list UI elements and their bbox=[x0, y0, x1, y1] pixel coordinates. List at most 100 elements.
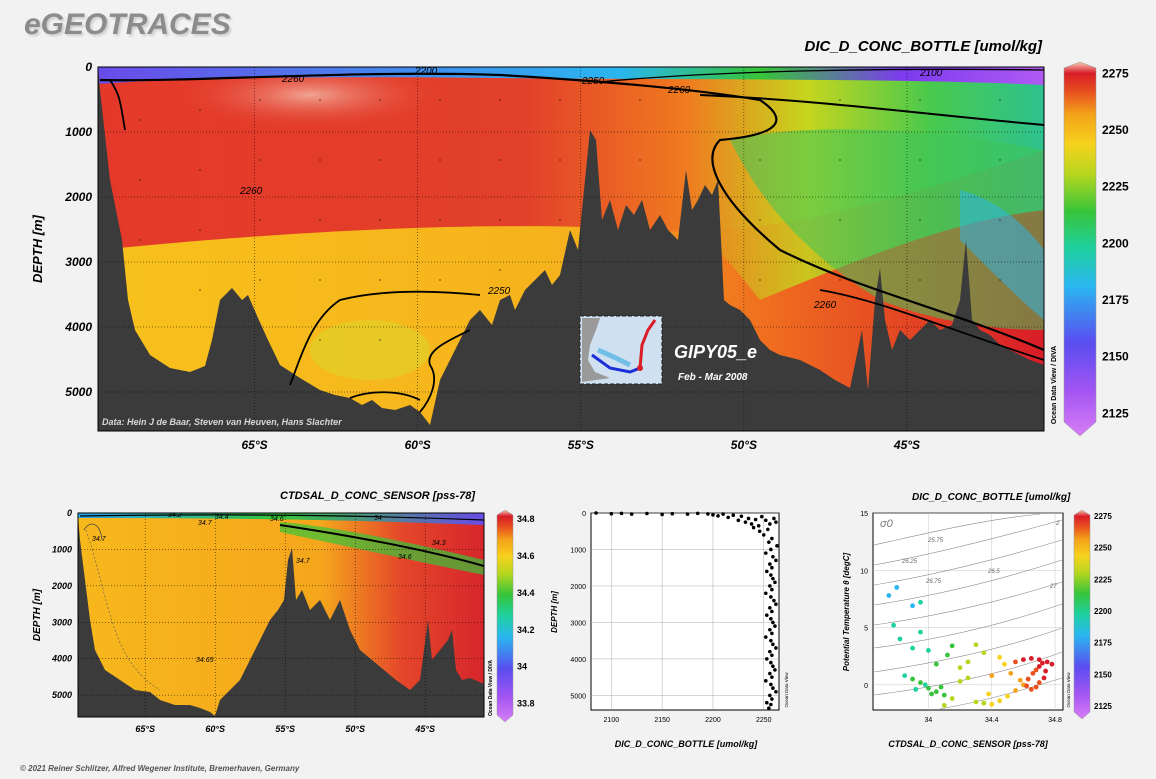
sal-label-346-east: 34.6 bbox=[398, 554, 412, 561]
ts-point bbox=[941, 692, 947, 698]
dic-tick-label: 2150 bbox=[654, 717, 670, 724]
profile-x-ticks: 2100 2150 2200 2250 bbox=[604, 717, 772, 724]
ts-point bbox=[981, 650, 987, 656]
lat-tick-label: 45°S bbox=[893, 438, 920, 452]
profile-point bbox=[769, 682, 773, 687]
colorbar-tick-label: 34.6 bbox=[517, 551, 535, 561]
colorbar-tick-label: 2125 bbox=[1094, 702, 1112, 711]
main-contour-deep-b bbox=[289, 290, 481, 386]
ts-point bbox=[949, 696, 955, 701]
profile-point bbox=[768, 693, 772, 698]
ts-y-ticks: 0 5 10 15 bbox=[860, 511, 868, 690]
profile-point bbox=[645, 511, 649, 516]
depth-tick-label: 1000 bbox=[52, 544, 72, 554]
profile-point bbox=[726, 515, 730, 520]
sal-label-347-left: 34.7 bbox=[92, 536, 107, 543]
depth-tick-label: 4000 bbox=[570, 657, 586, 664]
profile-point bbox=[770, 697, 774, 701]
inset-station-marker bbox=[637, 365, 643, 371]
profile-point bbox=[774, 602, 778, 607]
profile-side-label: Ocean Data View bbox=[784, 672, 789, 708]
ts-point bbox=[941, 703, 947, 708]
sal-tick-label: 34.4 bbox=[985, 717, 999, 724]
contour-label-2260-mid: 2260 bbox=[239, 186, 263, 197]
ts-point bbox=[973, 642, 979, 648]
ts-point bbox=[981, 700, 987, 706]
dic-profile-plot: 0 1000 2000 3000 4000 5000 2100 2150 2200 2250 D… bbox=[550, 511, 789, 749]
sal-bathymetry bbox=[78, 517, 484, 717]
profile-point bbox=[773, 580, 777, 585]
ts-point bbox=[926, 648, 931, 653]
profile-point bbox=[768, 671, 772, 676]
profile-point bbox=[629, 512, 634, 516]
main-y-axis-label: DEPTH [m] bbox=[30, 214, 45, 283]
ts-side-label: Ocean Data View bbox=[1066, 672, 1071, 708]
colorbar-tick-label: 2250 bbox=[1102, 123, 1129, 137]
main-contour-2260-deep bbox=[819, 289, 1044, 361]
ts-point bbox=[1005, 693, 1010, 699]
colorbar-tick-label: 2175 bbox=[1102, 293, 1129, 307]
ts-point bbox=[1021, 657, 1026, 663]
profile-point bbox=[768, 562, 772, 566]
ts-point bbox=[1036, 664, 1042, 669]
isopycnal-label-265: 26.5 bbox=[987, 569, 1000, 575]
profile-point bbox=[765, 700, 769, 705]
profile-point bbox=[770, 653, 774, 658]
profile-plot-frame bbox=[590, 512, 780, 711]
profile-point bbox=[768, 649, 772, 654]
colorbar-tick-label: 34.2 bbox=[517, 625, 535, 635]
ts-point bbox=[886, 593, 892, 598]
sal-colorbar-ticks: 34.8 34.6 34.4 34.2 34 33.8 bbox=[517, 514, 535, 708]
main-contour-left bbox=[109, 79, 126, 131]
profile-point bbox=[765, 657, 769, 661]
lat-tick-label: 60°S bbox=[405, 438, 431, 452]
colorbar-tick-label: 34.8 bbox=[517, 514, 535, 524]
ts-point bbox=[922, 682, 928, 688]
profile-point bbox=[767, 540, 771, 544]
ts-point bbox=[957, 665, 963, 671]
lat-tick-label: 50°S bbox=[345, 724, 365, 734]
ts-x-ticks: 34 34.4 34.8 bbox=[925, 717, 1062, 724]
profile-point bbox=[765, 569, 769, 574]
profile-point bbox=[771, 642, 775, 647]
profile-points bbox=[594, 511, 779, 710]
ts-point bbox=[894, 585, 900, 590]
profile-point bbox=[763, 591, 768, 596]
profile-point bbox=[756, 523, 761, 528]
sal-section-title: CTDSAL_D_CONC_SENSOR [pss-78] bbox=[280, 490, 475, 502]
sal-label-346: 34.6 bbox=[270, 516, 284, 523]
sal-tick-label: 34 bbox=[925, 717, 933, 724]
ts-plot-title: DIC_D_CONC_BOTTLE [umol/kg] bbox=[912, 492, 1071, 503]
profile-point bbox=[736, 518, 741, 523]
sal-label-344: 34.4 bbox=[215, 514, 229, 521]
ts-point bbox=[926, 685, 931, 691]
sal-x-ticks: 65°S 60°S 55°S 50°S 45°S bbox=[135, 724, 435, 734]
ts-point bbox=[1044, 659, 1050, 665]
ts-point bbox=[957, 678, 963, 684]
lat-tick-label: 50°S bbox=[731, 438, 757, 452]
sal-label-3465: 34.65 bbox=[196, 657, 214, 664]
ts-point bbox=[997, 654, 1003, 660]
ts-point bbox=[902, 673, 908, 679]
ts-point bbox=[891, 622, 896, 628]
dic-tick-label: 2250 bbox=[756, 717, 772, 724]
colorbar-tick-label: 2175 bbox=[1094, 639, 1112, 648]
profile-point bbox=[770, 631, 774, 636]
sal-side-label: Ocean Data View / DIVA bbox=[488, 660, 494, 716]
colorbar-tick-label: 2275 bbox=[1094, 512, 1112, 521]
ts-point bbox=[933, 661, 939, 667]
profile-point bbox=[773, 668, 777, 672]
ts-isopycnals bbox=[873, 513, 1063, 710]
ts-point bbox=[1008, 670, 1014, 676]
main-contour-labels: 2200 2250 2260 2100 2260 2260 2250 2260 bbox=[239, 67, 943, 311]
profile-point bbox=[743, 520, 748, 524]
profile-point bbox=[763, 635, 768, 639]
sal-y-ticks: 0 1000 2000 3000 4000 5000 bbox=[51, 508, 72, 700]
profile-point bbox=[771, 686, 775, 690]
ts-points bbox=[886, 585, 1055, 708]
main-x-ticks: 65°S 60°S 55°S 50°S 45°S bbox=[242, 438, 921, 452]
main-sample-dots bbox=[139, 99, 1001, 341]
ts-point bbox=[1013, 659, 1018, 665]
ts-y-axis-label: Potential Temperature θ [degC] bbox=[842, 552, 851, 671]
